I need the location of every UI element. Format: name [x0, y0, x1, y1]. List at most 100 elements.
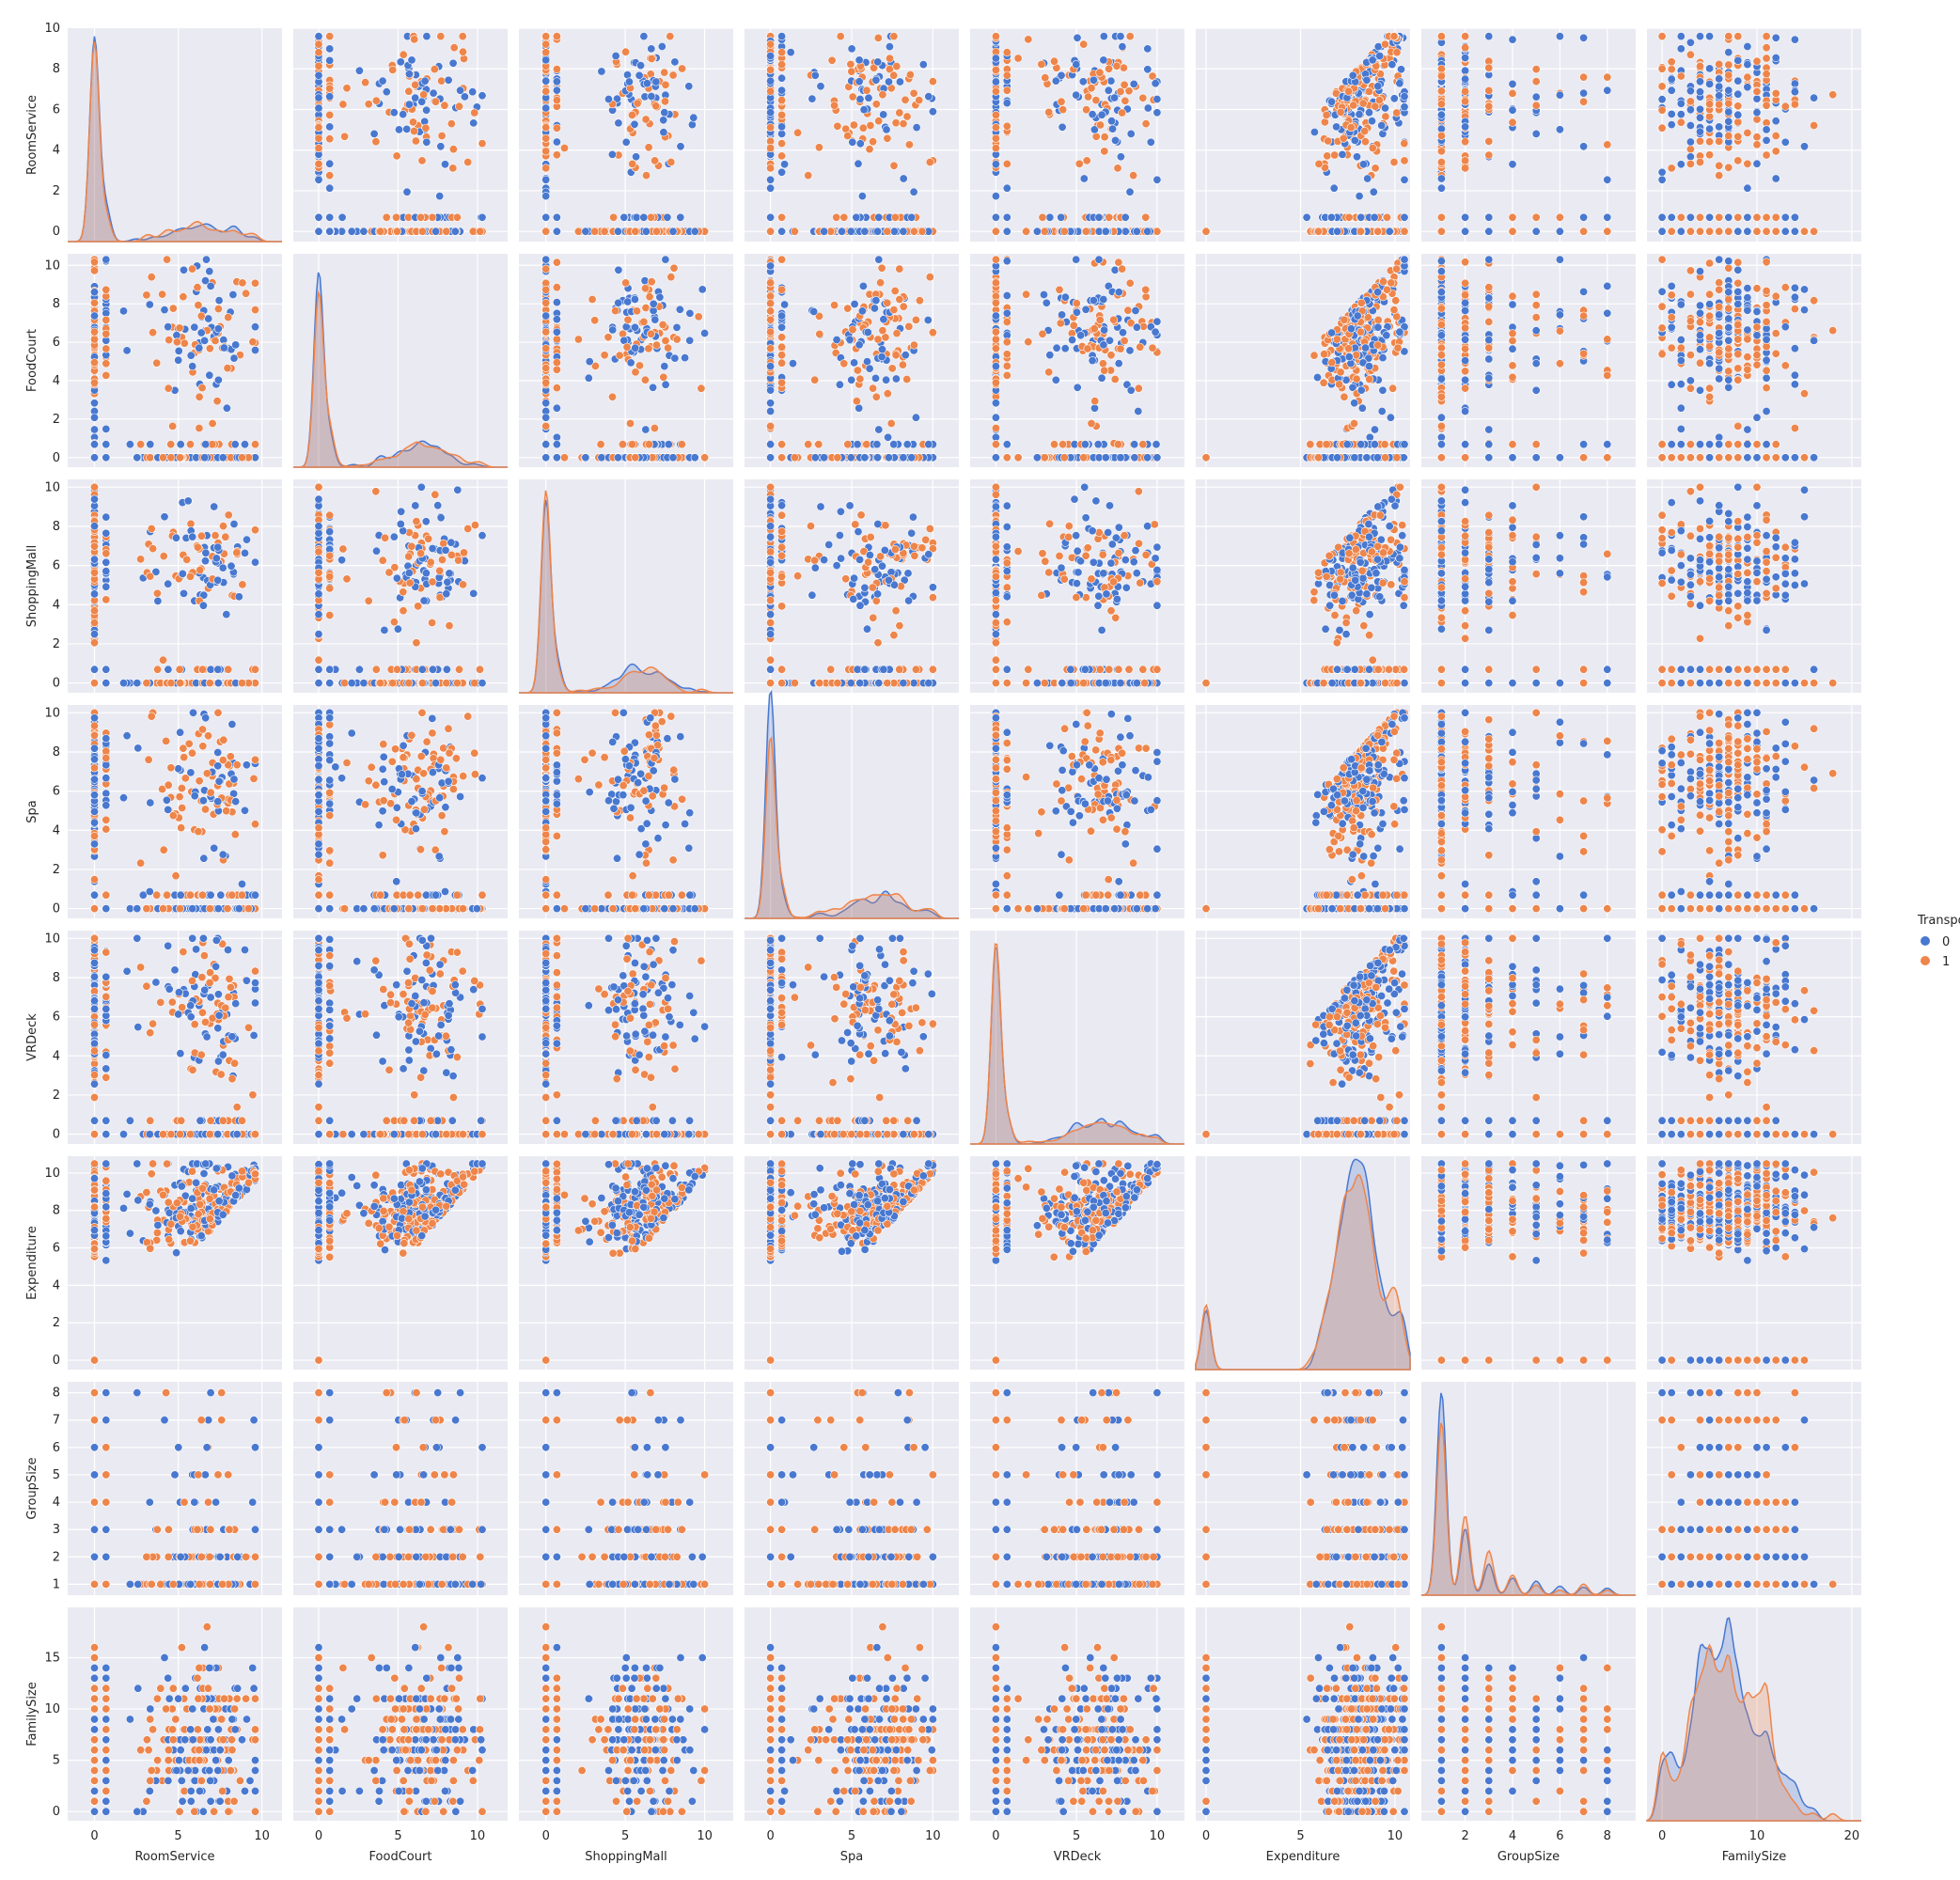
scatter-point [326, 135, 334, 143]
scatter-point [416, 213, 424, 221]
scatter-point [429, 213, 436, 221]
scatter-point [451, 227, 459, 235]
scatter-point [397, 58, 404, 66]
scatter-point [315, 144, 322, 151]
scatter-point [553, 138, 560, 146]
scatter-point [478, 213, 486, 221]
scatter-point [405, 70, 413, 78]
scatter-point [326, 45, 334, 53]
scatter-point [326, 85, 334, 92]
scatter-point [437, 77, 445, 85]
scatter-point [393, 227, 400, 235]
scatter-point [326, 56, 334, 64]
scatter-point [640, 32, 648, 39]
scatter-point [418, 157, 426, 164]
scatter-point [315, 40, 322, 48]
scatter-point [412, 81, 419, 88]
scatter-point [315, 123, 322, 131]
pairplot-panels [68, 28, 1861, 1821]
scatter-point [390, 109, 398, 117]
scatter-point [315, 71, 322, 79]
scatter-point [471, 109, 478, 117]
scatter-point [372, 97, 380, 104]
scatter-point [447, 119, 455, 127]
scatter-point [666, 32, 674, 39]
scatter-point [343, 85, 351, 92]
scatter-point [395, 126, 402, 133]
scatter-point [459, 48, 466, 55]
scatter-point [339, 101, 347, 108]
scatter-point [443, 227, 450, 235]
scatter-point [315, 49, 322, 56]
scatter-point [326, 171, 334, 179]
scatter-point [456, 86, 463, 94]
scatter-point [418, 98, 426, 105]
panel-RoomService-vs-RoomService [68, 28, 282, 242]
scatter-point [422, 124, 430, 132]
scatter-point [661, 69, 668, 76]
scatter-point [437, 143, 445, 150]
scatter-point [405, 87, 413, 95]
scatter-point [365, 101, 372, 108]
scatter-point [459, 32, 466, 39]
scatter-point [431, 227, 439, 235]
scatter-point [348, 227, 355, 235]
scatter-point [411, 36, 418, 43]
scatter-point [469, 227, 477, 235]
scatter-point [326, 111, 334, 118]
scatter-point [389, 66, 397, 73]
scatter-point [315, 213, 322, 221]
scatter-point [419, 91, 427, 99]
scatter-point [326, 213, 334, 221]
scatter-point [478, 92, 486, 100]
scatter-point [648, 45, 655, 53]
scatter-point [361, 79, 368, 86]
scatter-point [477, 227, 484, 235]
scatter-point [326, 32, 334, 39]
scatter-point [408, 56, 416, 64]
scatter-point [431, 98, 439, 105]
scatter-point [403, 188, 411, 196]
scatter-point [403, 125, 411, 133]
scatter-point [437, 32, 445, 39]
scatter-point [315, 134, 322, 142]
scatter-point [410, 127, 417, 134]
scatter-point [688, 120, 696, 128]
scatter-point [632, 153, 639, 161]
scatter-point [464, 158, 472, 165]
scatter-point [315, 94, 322, 102]
scatter-point [449, 164, 457, 172]
scatter-point [377, 227, 384, 235]
scatter-point [370, 130, 378, 137]
scatter-point [418, 227, 426, 235]
panel-RoomService-vs-FoodCourt [293, 28, 508, 242]
scatter-point [615, 119, 622, 127]
scatter-point [372, 138, 380, 146]
scatter-point [470, 119, 478, 127]
scatter-point [338, 213, 346, 221]
scatter-point [326, 160, 334, 167]
scatter-point [449, 146, 457, 153]
panel-background [519, 28, 733, 242]
scatter-point [392, 213, 400, 221]
scatter-point [326, 227, 334, 235]
scatter-point [642, 171, 650, 179]
scatter-point [441, 102, 448, 109]
scatter-point [453, 213, 461, 221]
scatter-point [609, 213, 617, 221]
scatter-point [383, 213, 390, 221]
scatter-point [326, 93, 334, 101]
scatter-point [340, 133, 348, 140]
scatter-point [400, 110, 407, 118]
scatter-point [645, 144, 652, 151]
scatter-point [430, 89, 437, 97]
scatter-point [315, 160, 322, 167]
scatter-point [450, 44, 458, 52]
scatter-point [441, 161, 448, 168]
scatter-point [677, 143, 684, 150]
scatter-point [658, 42, 666, 50]
scatter-point [315, 227, 322, 235]
scatter-point [383, 88, 390, 96]
scatter-point [651, 157, 658, 164]
scatter-point [455, 102, 463, 110]
